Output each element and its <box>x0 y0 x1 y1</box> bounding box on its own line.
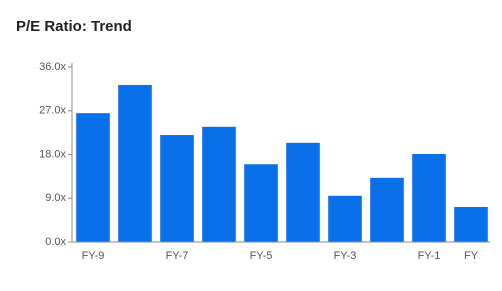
y-tick-label: 27.0x <box>39 105 66 117</box>
x-tick-label: FY-9 <box>82 250 105 262</box>
bar <box>244 164 278 242</box>
y-tick-label: 0.0x <box>45 236 66 248</box>
x-tick-label: FY-3 <box>334 250 357 262</box>
bar <box>412 154 446 242</box>
x-tick-label: FY-5 <box>250 250 273 262</box>
chart-title: P/E Ratio: Trend <box>16 18 132 35</box>
bar <box>118 84 152 242</box>
bar <box>454 207 488 242</box>
bar <box>160 135 194 242</box>
y-tick-label: 36.0x <box>39 61 66 73</box>
bar <box>286 142 320 242</box>
bar <box>370 177 404 242</box>
bar <box>202 126 236 242</box>
x-tick-label: FY-1 <box>418 250 441 262</box>
bar <box>328 195 362 242</box>
y-tick-label: 18.0x <box>39 148 66 160</box>
x-tick-label: FY <box>464 250 479 262</box>
bar <box>76 113 110 242</box>
x-tick-label: FY-7 <box>166 250 189 262</box>
y-tick-label: 9.0x <box>45 192 66 204</box>
